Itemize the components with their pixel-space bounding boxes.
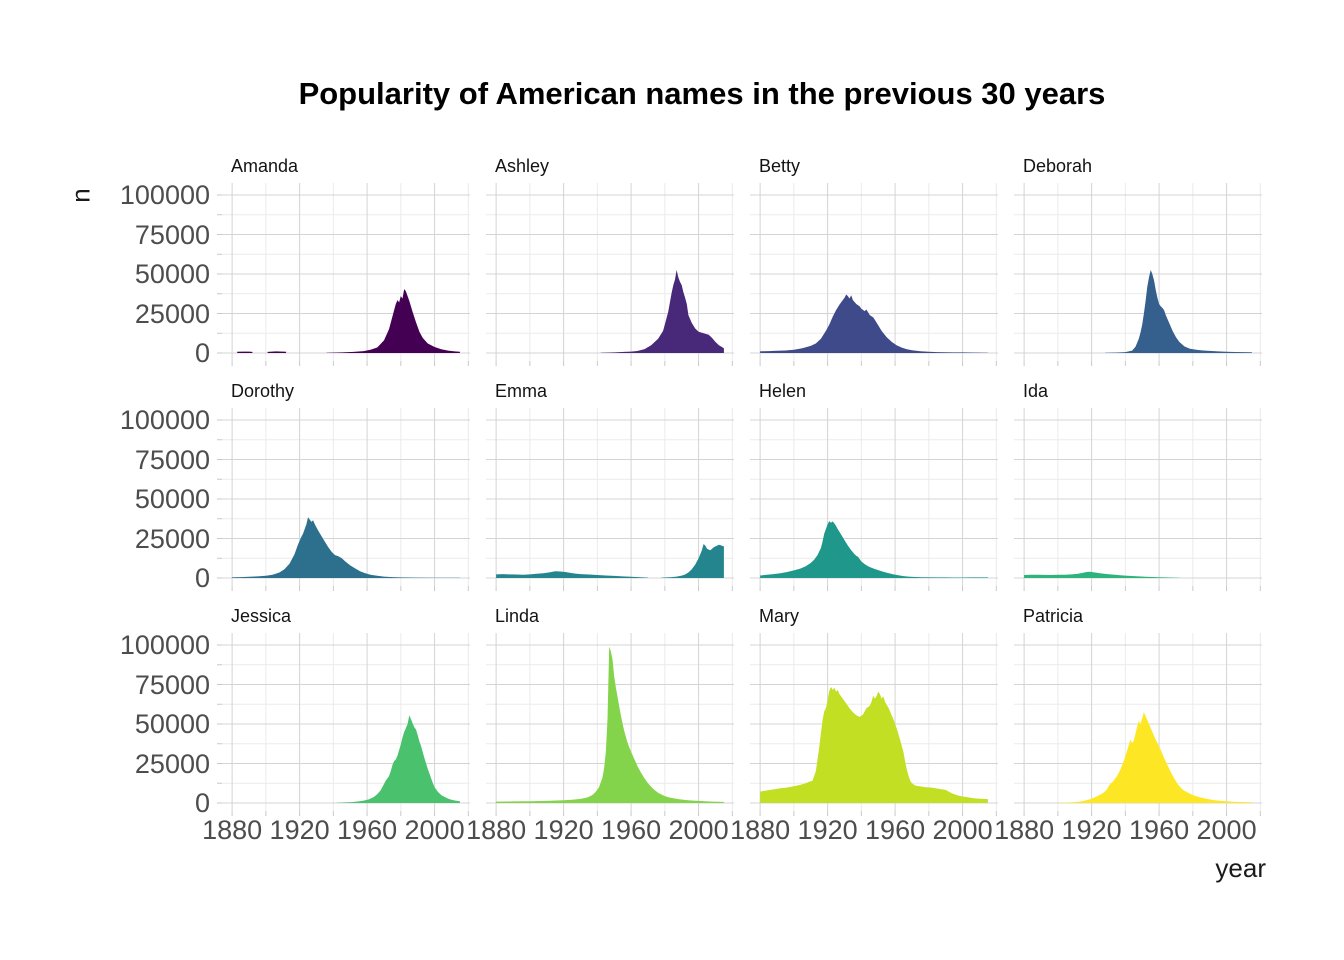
x-tick-label: 1920 (1061, 815, 1122, 845)
facet-label-betty: Betty (759, 156, 801, 176)
x-tick-label: 1960 (601, 815, 662, 845)
facet-label-amanda: Amanda (231, 156, 299, 176)
area-series-deborah (1105, 270, 1252, 353)
area-series-amanda (267, 351, 287, 353)
facet-panel-amanda (217, 183, 470, 366)
x-tick-label: 1880 (730, 815, 791, 845)
y-tick-label: 25000 (134, 748, 210, 779)
facet-panel-emma (486, 408, 734, 591)
y-tick-label: 100000 (119, 405, 210, 435)
facet-panel-deborah (1014, 183, 1262, 366)
x-tick-label: 1880 (466, 815, 527, 845)
x-tick-label: 1920 (533, 815, 594, 845)
area-series-linda (496, 646, 724, 803)
x-tick-label: 2000 (668, 815, 729, 845)
area-series-mary (760, 686, 988, 803)
area-series-ashley (600, 270, 724, 353)
facet-panel-betty (750, 183, 998, 366)
facet-panel-helen (750, 408, 998, 591)
facet-label-emma: Emma (495, 381, 548, 401)
y-tick-label: 100000 (119, 180, 210, 210)
y-tick-label: 0 (194, 563, 210, 593)
area-series-amanda (237, 351, 253, 353)
y-tick-label: 25000 (134, 523, 210, 554)
facet-label-linda: Linda (495, 606, 540, 626)
area-series-ida (1024, 571, 1180, 578)
y-tick-label: 75000 (134, 219, 210, 250)
facet-panel-mary (750, 633, 998, 816)
x-tick-label: 1920 (797, 815, 858, 845)
facet-panel-ida (1014, 408, 1262, 591)
y-tick-label: 75000 (134, 444, 210, 475)
facet-label-patricia: Patricia (1023, 606, 1084, 626)
x-tick-label: 1880 (994, 815, 1055, 845)
x-tick-label: 2000 (932, 815, 993, 845)
x-tick-label: 1880 (202, 815, 263, 845)
facet-label-jessica: Jessica (231, 606, 292, 626)
facet-label-dorothy: Dorothy (231, 381, 295, 401)
x-tick-label: 1960 (1129, 815, 1190, 845)
y-tick-label: 50000 (134, 484, 210, 514)
x-tick-label: 2000 (404, 815, 465, 845)
facet-panel-jessica (217, 633, 470, 816)
facet-panel-patricia (1014, 633, 1262, 816)
facet-label-mary: Mary (759, 606, 799, 626)
x-tick-label: 1920 (269, 815, 330, 845)
facet-panel-ashley (486, 183, 734, 366)
area-series-dorothy (232, 517, 460, 578)
x-tick-label: 1960 (337, 815, 398, 845)
y-tick-label: 0 (194, 788, 210, 818)
facet-panel-linda (486, 633, 734, 816)
area-series-emma (496, 571, 648, 578)
x-tick-label: 2000 (1196, 815, 1257, 845)
x-tick-label: 1960 (865, 815, 926, 845)
y-tick-label: 0 (194, 338, 210, 368)
area-series-emma (661, 544, 724, 578)
x-axis-title: year (1215, 853, 1266, 883)
y-tick-label: 100000 (119, 630, 210, 660)
chart-title: Popularity of American names in the prev… (298, 76, 1106, 111)
area-series-jessica (336, 715, 460, 803)
facet-panel-dorothy (217, 408, 470, 591)
area-series-betty (760, 294, 988, 353)
y-tick-label: 50000 (134, 259, 210, 289)
facet-label-deborah: Deborah (1023, 156, 1093, 176)
facet-label-ashley: Ashley (495, 156, 550, 176)
y-tick-label: 25000 (134, 298, 210, 329)
area-series-patricia (1057, 712, 1252, 803)
area-series-helen (760, 521, 988, 578)
area-series-amanda (326, 289, 460, 353)
y-tick-label: 75000 (134, 669, 210, 700)
facet-label-ida: Ida (1023, 381, 1049, 401)
y-tick-label: 50000 (134, 709, 210, 739)
facet-label-helen: Helen (759, 381, 807, 401)
